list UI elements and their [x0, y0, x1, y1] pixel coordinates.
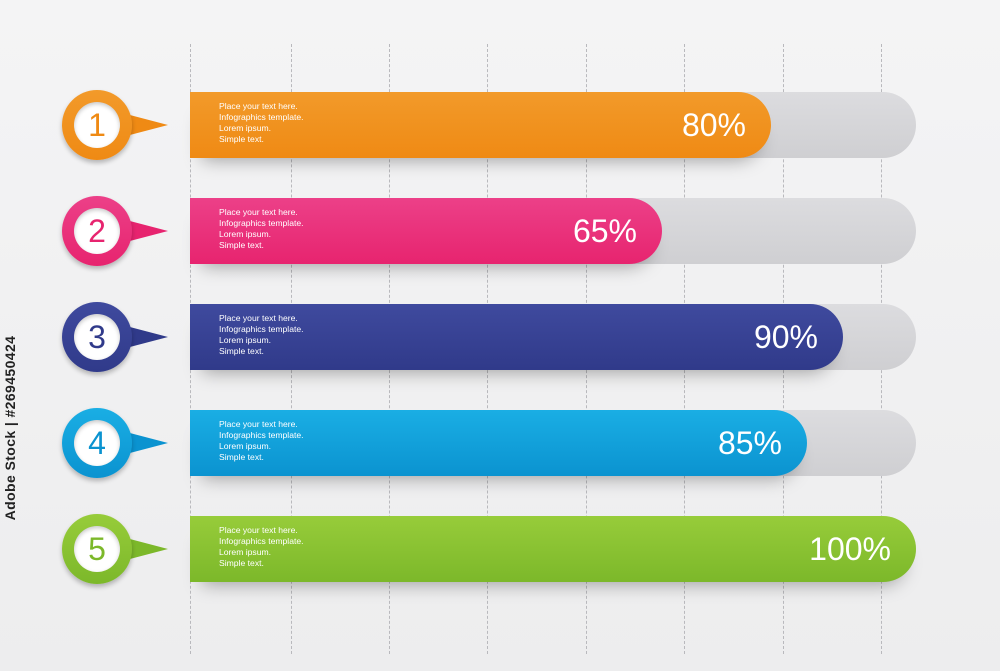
value-label-4: 85%	[717, 425, 782, 461]
badge-pointer	[126, 538, 168, 560]
bar-text-5: Place your text here. Infographics templa…	[219, 525, 304, 569]
bar-text-line-4: Simple text.	[219, 452, 264, 462]
bar-text-line-2: Infographics template.	[219, 218, 304, 228]
bar-text-3: Place your text here. Infographics templa…	[219, 313, 304, 357]
number-badge-2: 2	[62, 196, 168, 266]
badge-pointer	[126, 114, 168, 136]
bar-text-line-3: Lorem ipsum.	[219, 547, 272, 557]
value-label-3: 90%	[753, 319, 818, 355]
bar-text-line-3: Lorem ipsum.	[219, 229, 272, 239]
bar-text-line-2: Infographics template.	[219, 430, 304, 440]
badge-inner-circle: 2	[74, 208, 120, 254]
bar-text-line-2: Infographics template.	[219, 324, 304, 334]
category-label-3: 3	[88, 319, 106, 355]
badge-pointer	[126, 220, 168, 242]
bar-1: Place your text here. Infographics templa…	[190, 92, 771, 158]
badge-inner-circle: 5	[74, 526, 120, 572]
stock-id-text: Adobe Stock | #269450424	[2, 335, 18, 521]
bar-text-line-4: Simple text.	[219, 346, 264, 356]
bar-text-line-2: Infographics template.	[219, 536, 304, 546]
category-label-4: 4	[88, 425, 106, 461]
value-label-1: 80%	[681, 107, 746, 143]
value-label-2: 65%	[572, 213, 637, 249]
value-label-5: 100%	[809, 531, 891, 567]
bar-text-line-1: Place your text here.	[219, 419, 298, 429]
bar-2: Place your text here. Infographics templa…	[190, 198, 662, 264]
bar-text-line-3: Lorem ipsum.	[219, 123, 272, 133]
category-label-2: 2	[88, 213, 106, 249]
bar-text-4: Place your text here. Infographics templa…	[219, 419, 304, 463]
badge-inner-circle: 4	[74, 420, 120, 466]
bar-4: Place your text here. Infographics templa…	[190, 410, 807, 476]
bar-5: Place your text here. Infographics templa…	[190, 516, 916, 582]
bar-text-line-3: Lorem ipsum.	[219, 441, 272, 451]
number-badge-4: 4	[62, 408, 168, 478]
bar-text-1: Place your text here. Infographics templa…	[219, 101, 304, 145]
badge-pointer	[126, 326, 168, 348]
bar-text-line-3: Lorem ipsum.	[219, 335, 272, 345]
badge-pointer	[126, 432, 168, 454]
number-badge-3: 3	[62, 302, 168, 372]
bar-text-line-4: Simple text.	[219, 240, 264, 250]
number-badge-1: 1	[62, 90, 168, 160]
bar-text-line-4: Simple text.	[219, 558, 264, 568]
category-label-5: 5	[88, 531, 106, 567]
bar-text-2: Place your text here. Infographics templa…	[219, 207, 304, 251]
bar-text-line-1: Place your text here.	[219, 101, 298, 111]
badge-inner-circle: 1	[74, 102, 120, 148]
category-label-1: 1	[88, 107, 106, 143]
bar-text-line-1: Place your text here.	[219, 207, 298, 217]
bar-text-line-4: Simple text.	[219, 134, 264, 144]
bar-text-line-1: Place your text here.	[219, 313, 298, 323]
bar-3: Place your text here. Infographics templa…	[190, 304, 843, 370]
number-badge-5: 5	[62, 514, 168, 584]
bar-text-line-1: Place your text here.	[219, 525, 298, 535]
bar-text-line-2: Infographics template.	[219, 112, 304, 122]
badge-inner-circle: 3	[74, 314, 120, 360]
